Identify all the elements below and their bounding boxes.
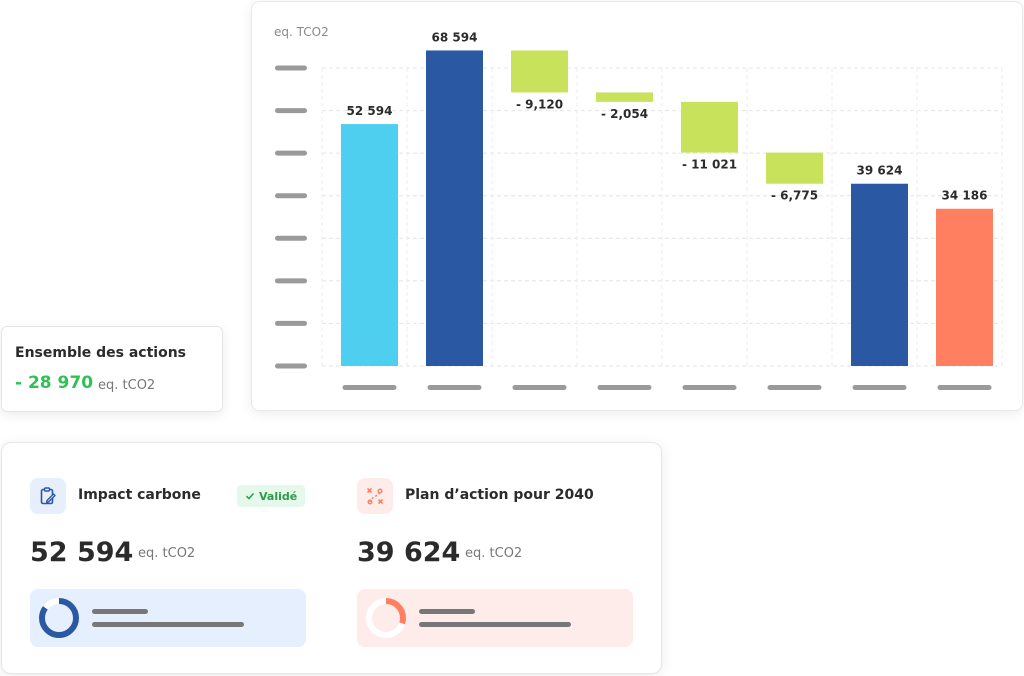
status-badge: Validé: [237, 485, 306, 507]
impact-value: 52 594: [30, 537, 134, 568]
ensemble-unit: eq. tCO2: [98, 378, 156, 393]
plan-title: Plan d’action pour 2040: [405, 487, 594, 503]
placeholder-line: [419, 609, 475, 614]
chart-card: eq. TCO2 52 594 68 594 - 9,120 - 2,054 - 11 …: [251, 1, 1023, 411]
data-label: - 11 021: [682, 158, 737, 172]
y-tick-placeholder: [275, 150, 307, 156]
chart-bar: [511, 50, 568, 93]
x-tick-placeholder: [427, 385, 482, 390]
plan-progress-panel: [357, 589, 633, 647]
route-icon: [357, 478, 393, 514]
placeholder-line: [92, 609, 148, 614]
summary-card: Impact carbone Validé 52 594 eq. tCO2 Pl…: [1, 442, 662, 674]
impact-progress-ring: [39, 598, 79, 638]
data-label: - 6,775: [771, 189, 818, 203]
y-tick-placeholder: [275, 278, 307, 284]
y-tick-placeholder: [275, 193, 307, 199]
x-tick-placeholder: [852, 385, 907, 390]
ensemble-card: Ensemble des actions - 28 970 eq. tCO2: [1, 326, 223, 412]
y-tick-placeholder: [275, 320, 307, 326]
placeholder-line: [92, 622, 244, 627]
x-tick-placeholder: [512, 385, 567, 390]
status-badge-label: Validé: [259, 489, 298, 503]
ensemble-value: - 28 970: [15, 373, 94, 393]
chart-bar: [851, 183, 908, 366]
plan-progress-ring: [366, 598, 406, 638]
plan-unit: eq. tCO2: [465, 546, 523, 561]
data-label: 52 594: [347, 104, 393, 118]
data-label: - 2,054: [601, 107, 648, 121]
x-tick-placeholder: [937, 385, 992, 390]
data-label: 34 186: [942, 189, 988, 203]
chart-bar: [596, 92, 653, 102]
x-tick-placeholder: [597, 385, 652, 390]
y-tick-placeholder: [275, 65, 307, 71]
impact-title: Impact carbone: [78, 487, 201, 503]
x-tick-placeholder: [342, 385, 397, 390]
chart-bar: [426, 50, 483, 367]
data-label: 39 624: [857, 164, 903, 178]
data-label: 68 594: [432, 30, 478, 44]
impact-progress-panel: [30, 589, 306, 647]
y-tick-placeholder: [275, 108, 307, 114]
chart-bar: [341, 124, 398, 366]
chart-bar: [936, 208, 993, 366]
chart-bar: [681, 101, 738, 153]
y-tick-placeholder: [275, 363, 307, 369]
x-tick-placeholder: [767, 385, 822, 390]
check-icon: [245, 492, 255, 500]
data-label: - 9,120: [516, 97, 563, 111]
waterfall-chart: 52 594 68 594 - 9,120 - 2,054 - 11 021 - 6,77…: [275, 30, 1003, 390]
clipboard-edit-icon: [30, 478, 66, 514]
ensemble-title: Ensemble des actions: [15, 345, 187, 361]
chart-unit-label: eq. TCO2: [274, 25, 329, 39]
chart-bar: [766, 152, 823, 184]
placeholder-line: [419, 622, 571, 627]
plan-value: 39 624: [357, 537, 461, 568]
y-tick-placeholder: [275, 235, 307, 241]
impact-unit: eq. tCO2: [138, 546, 196, 561]
x-tick-placeholder: [682, 385, 737, 390]
